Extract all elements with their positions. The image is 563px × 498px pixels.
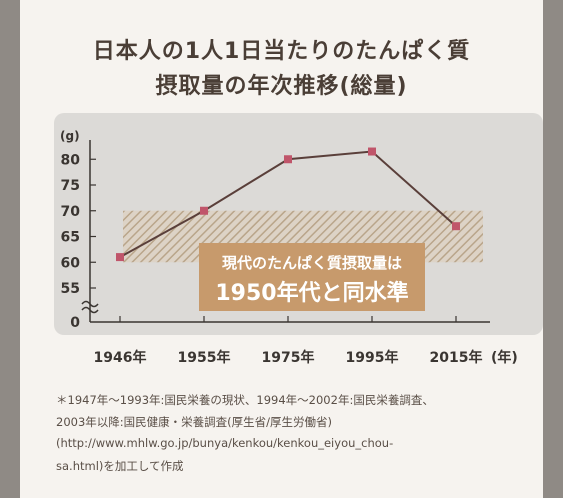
chart-title-line2: 摂取量の年次推移(総量)	[155, 74, 408, 99]
data-point	[116, 253, 124, 262]
callout-line2: 1950年代と同水準	[215, 280, 408, 306]
y-tick-label: 0	[70, 315, 80, 331]
data-point	[452, 222, 460, 231]
y-tick-label: 80	[61, 152, 81, 168]
data-point	[284, 155, 292, 164]
infographic-card: 日本人の1人1日当たりのたんぱく質 摂取量の年次推移(総量) 0 55 60 65 70…	[20, 0, 543, 498]
source-note-line2: 2003年以降:国民健康・栄養調査(厚生省/厚生労働省)	[56, 415, 332, 429]
axis-break-mark	[81, 300, 99, 314]
x-axis-unit: (年)	[491, 349, 518, 366]
x-tick-label: 1946年	[94, 349, 147, 366]
callout-line1: 現代のたんぱく質摂取量は	[222, 254, 402, 272]
x-tick-label: 2015年	[430, 349, 483, 366]
y-axis-label: (g)	[60, 129, 80, 143]
y-tick-label: 60	[61, 255, 81, 271]
x-tick-label: 1975年	[262, 349, 315, 366]
y-tick-label: 65	[61, 230, 80, 246]
source-note-line4: sa.html)を加工して作成	[56, 459, 184, 473]
y-tick-label: 75	[61, 178, 80, 194]
source-note-line1: ＊1947年～1993年:国民栄養の現状、1994年～2002年:国民栄養調査、	[56, 393, 434, 407]
y-tick-label: 55	[61, 281, 80, 297]
data-point	[200, 206, 208, 215]
data-point	[368, 147, 376, 156]
x-tick-label: 1955年	[178, 349, 231, 366]
x-tick-label: 1995年	[346, 349, 399, 366]
chart-title-line1: 日本人の1人1日当たりのたんぱく質	[92, 39, 471, 64]
y-tick-label: 70	[61, 204, 81, 220]
source-note-line3: (http://www.mhlw.go.jp/bunya/kenkou/kenk…	[56, 436, 394, 450]
callout-box: 現代のたんぱく質摂取量は 1950年代と同水準	[199, 243, 425, 311]
